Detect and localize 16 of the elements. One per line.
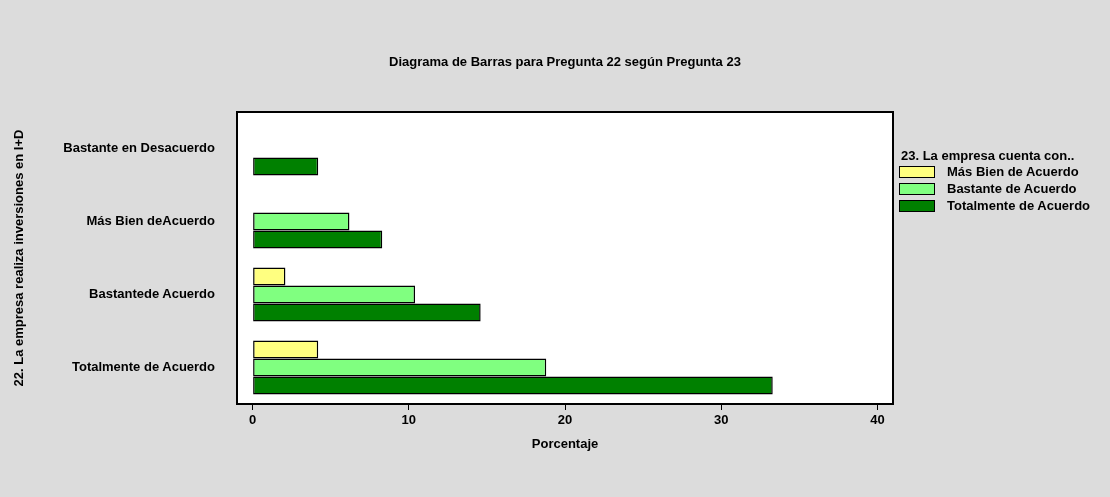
y-tick-label: Más Bien deAcuerdo bbox=[86, 213, 216, 229]
y-axis-title: 22. La empresa realiza inversiones en I+D bbox=[11, 129, 27, 387]
x-tick-label: 20 bbox=[557, 412, 573, 428]
legend-label: Bastante de Acuerdo bbox=[947, 181, 1077, 196]
y-tick-label: Totalmente de Acuerdo bbox=[71, 359, 216, 375]
chart-title: Diagrama de Barras para Pregunta 22 según Pregunta 23 bbox=[388, 54, 742, 69]
y-tick-label: Bastantede Acuerdo bbox=[89, 286, 216, 302]
x-tick-label: 0 bbox=[249, 412, 257, 428]
x-tick-label: 10 bbox=[401, 412, 417, 428]
legend-label: Más Bien de Acuerdo bbox=[947, 164, 1079, 179]
x-tick-label: 40 bbox=[870, 412, 885, 428]
x-axis-title: Porcentaje bbox=[531, 435, 599, 451]
x-tick-label: 30 bbox=[713, 412, 729, 428]
y-tick-label: Bastante en Desacuerdo bbox=[63, 140, 216, 156]
legend-title: 23. La empresa cuenta con.. bbox=[901, 148, 1076, 163]
legend-label: Totalmente de Acuerdo bbox=[947, 198, 1091, 213]
